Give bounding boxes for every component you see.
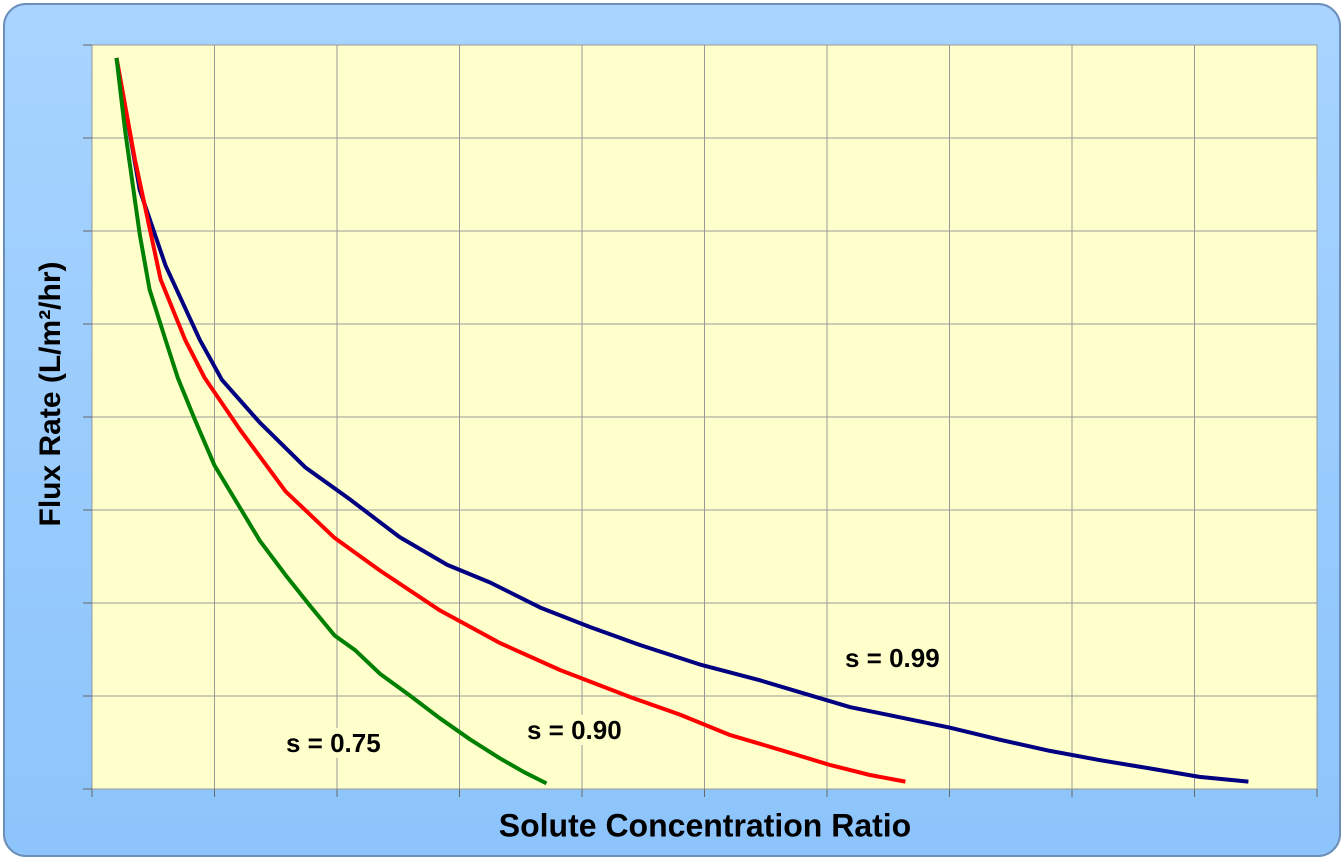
series-line (114, 57, 1249, 784)
y-axis-label: Flux Rate (L/m²/hr) (34, 261, 67, 526)
x-axis-label: Solute Concentration Ratio (499, 807, 911, 843)
label-background (841, 642, 944, 673)
series-line (114, 57, 906, 784)
label-background (282, 727, 385, 758)
series-label: s = 0.90 (527, 715, 622, 745)
series-label: s = 0.75 (286, 728, 381, 758)
series-label: s = 0.99 (845, 643, 940, 673)
label-background (523, 714, 626, 745)
series-line (114, 57, 548, 786)
